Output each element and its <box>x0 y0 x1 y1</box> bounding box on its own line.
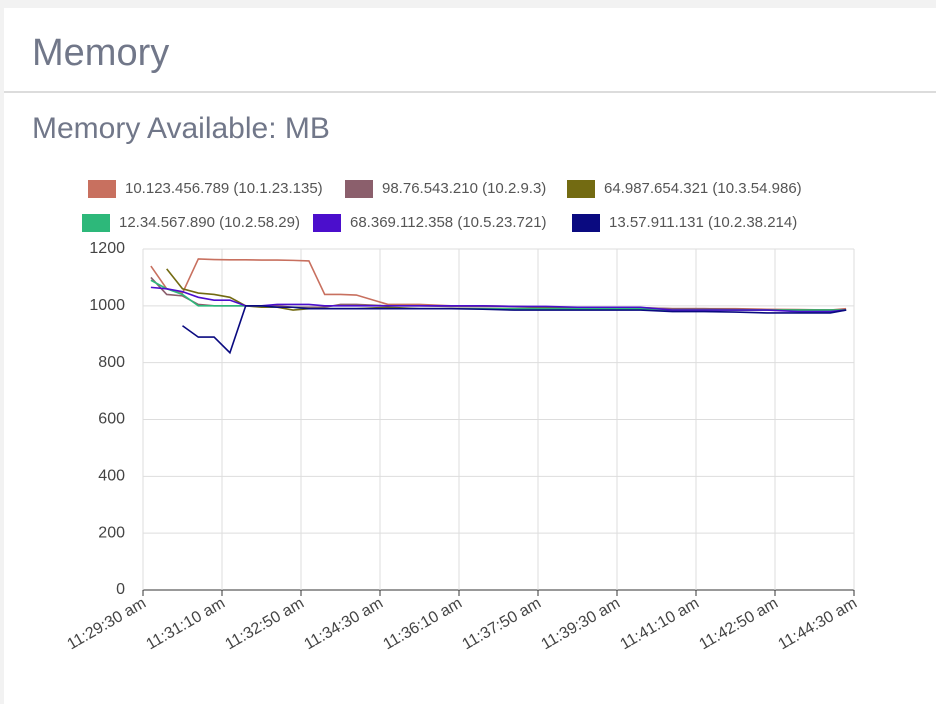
legend-label: 98.76.543.210 (10.2.9.3) <box>382 180 546 197</box>
legend-label: 12.34.567.890 (10.2.58.29) <box>119 214 300 231</box>
legend-label: 64.987.654.321 (10.3.54.986) <box>604 180 802 197</box>
series-line <box>182 305 847 355</box>
y-tick-label: 800 <box>98 354 125 371</box>
legend-swatch <box>572 214 600 232</box>
y-tick-label: 400 <box>98 468 125 485</box>
legend-swatch <box>82 214 110 232</box>
legend-swatch <box>345 180 373 198</box>
series-line <box>150 286 847 313</box>
legend-swatch <box>313 214 341 232</box>
card-bg <box>4 8 936 704</box>
y-tick-label: 200 <box>98 524 125 541</box>
y-tick-label: 0 <box>116 581 125 598</box>
y-tick-label: 1000 <box>89 297 125 314</box>
legend-label: 10.123.456.789 (10.1.23.135) <box>125 180 323 197</box>
legend-swatch <box>567 180 595 198</box>
y-tick-label: 1200 <box>89 240 125 257</box>
chart-title: Memory Available: MB <box>32 112 330 145</box>
legend-label: 68.369.112.358 (10.5.23.721) <box>350 214 547 231</box>
card-title: Memory <box>32 32 169 74</box>
legend-swatch <box>88 180 116 198</box>
legend-label: 13.57.911.131 (10.2.38.214) <box>609 214 797 231</box>
y-tick-label: 600 <box>98 411 125 428</box>
